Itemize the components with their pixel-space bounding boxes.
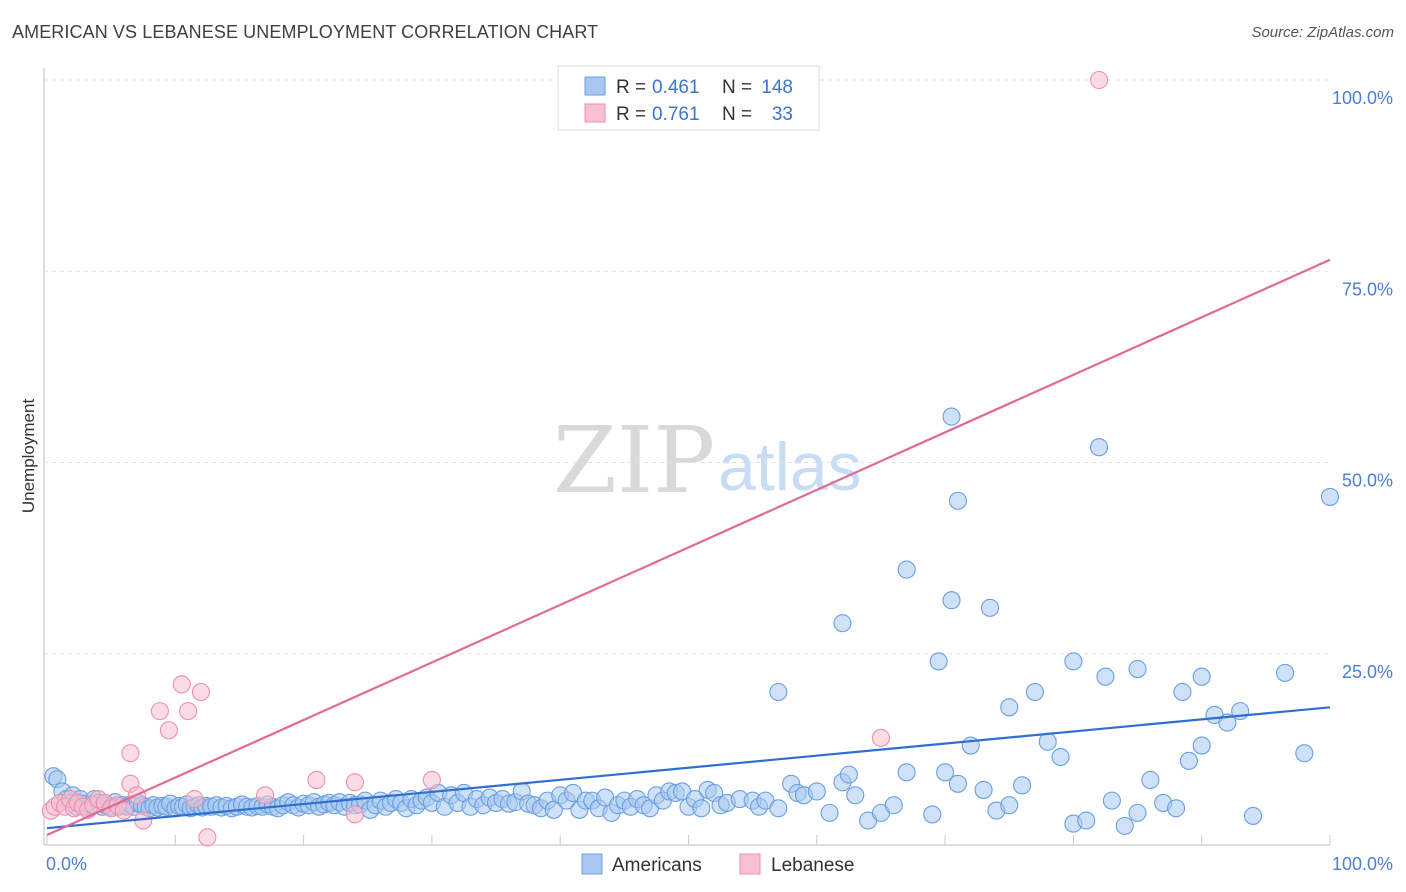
americans-point-139: [820, 803, 839, 822]
americans-point-138: [807, 782, 826, 801]
americans-point-188: [1320, 487, 1340, 506]
chart-title: AMERICAN VS LEBANESE UNEMPLOYMENT CORREL…: [12, 22, 599, 42]
americans-point-187: [1090, 438, 1109, 457]
americans-trend-line: [46, 706, 1331, 830]
y-tick-labels: 25.0% 50.0% 75.0% 100.0%: [1332, 88, 1393, 682]
americans-point-134: [769, 799, 788, 818]
gridlines: [44, 79, 1330, 655]
correlation-legend: R = 0.461 N = 148 R = 0.761 N = 33: [557, 65, 820, 131]
americans-point-164: [1166, 799, 1186, 818]
series-legend: Americans Lebanese: [581, 853, 854, 876]
watermark-atlas: atlas: [718, 429, 862, 505]
lebanese-point-21: [172, 675, 191, 694]
americans-point-149: [948, 774, 967, 793]
americans-point-147: [923, 805, 942, 824]
lebanese-point-28: [345, 773, 364, 792]
x-axis-ticks: [46, 835, 1331, 845]
legend-n-label-lebanese: N =: [722, 104, 752, 125]
americans-point-172: [897, 560, 916, 579]
x-tick-label-max: 100.0%: [1332, 854, 1393, 874]
americans-point-169: [1243, 806, 1263, 825]
americans-point-177: [1128, 659, 1147, 679]
watermark-zip: ZIP: [553, 407, 715, 514]
lebanese-point-23: [191, 682, 211, 702]
lebanese-points: [41, 70, 1109, 847]
bottom-legend-label-lebanese: Lebanese: [771, 855, 854, 876]
legend-swatch-lebanese: [584, 103, 606, 123]
americans-point-184: [1173, 682, 1192, 702]
americans-point-189: [1295, 744, 1314, 763]
americans-point-165: [1179, 751, 1198, 770]
lebanese-point-20: [159, 721, 178, 740]
lebanese-point-29: [345, 805, 364, 824]
lebanese-point-22: [179, 702, 198, 721]
lebanese-trend-line: [46, 258, 1331, 837]
lebanese-point-24: [185, 790, 204, 809]
y-tick-label-75: 75.0%: [1342, 279, 1393, 299]
americans-point-173: [942, 591, 961, 610]
lebanese-point-30: [422, 770, 441, 790]
legend-r-label-americans: R =: [616, 77, 646, 98]
americans-point-166: [1192, 736, 1211, 755]
americans-point-175: [1025, 682, 1044, 702]
lebanese-point-32: [1090, 70, 1109, 90]
americans-point-141: [839, 765, 858, 784]
americans-point-186: [942, 407, 961, 426]
americans-point-174: [1000, 698, 1019, 717]
x-tick-label-min: 0.0%: [46, 854, 87, 874]
lebanese-point-27: [307, 770, 326, 790]
americans-point-153: [1000, 796, 1019, 815]
americans-point-159: [1102, 791, 1121, 810]
bottom-legend-swatch-americans: [581, 853, 603, 875]
legend-swatch-americans: [584, 76, 606, 96]
lebanese-point-19: [150, 702, 169, 721]
source-label: Source: ZipAtlas.com: [1251, 24, 1394, 41]
americans-point-155: [1038, 732, 1057, 751]
americans-point-171: [769, 682, 788, 702]
legend-r-value-lebanese: 0.761: [652, 104, 700, 125]
americans-point-125: [692, 799, 711, 818]
americans-point-178: [1192, 667, 1211, 686]
legend-n-value-americans: 148: [761, 77, 793, 98]
legend-n-value-lebanese: 33: [772, 104, 793, 125]
y-tick-label-50: 50.0%: [1342, 471, 1393, 491]
americans-point-185: [1276, 663, 1295, 682]
americans-point-161: [1128, 803, 1147, 822]
lebanese-point-18: [121, 744, 140, 763]
y-tick-label-25: 25.0%: [1342, 662, 1393, 682]
lebanese-point-26: [256, 786, 275, 805]
lebanese-point-31: [871, 728, 891, 747]
americans-point-176: [1064, 652, 1083, 671]
trend-lines: [46, 258, 1331, 837]
bottom-legend-swatch-lebanese: [739, 853, 761, 875]
americans-point-170: [833, 614, 852, 633]
americans-point-180: [929, 652, 948, 671]
americans-point-151: [974, 780, 993, 799]
legend-n-label-americans: N =: [722, 77, 752, 98]
americans-point-158: [1077, 811, 1096, 830]
y-axis-label: Unemployment: [19, 399, 38, 514]
y-tick-label-100: 100.0%: [1332, 88, 1393, 108]
legend-r-label-lebanese: R =: [616, 104, 646, 125]
americans-point-146: [897, 763, 916, 782]
americans-point-183: [1096, 667, 1115, 686]
legend-r-value-americans: 0.461: [652, 77, 700, 98]
americans-point-181: [980, 598, 1000, 617]
americans-points: [44, 407, 1340, 835]
americans-point-162: [1141, 770, 1160, 790]
americans-point-156: [1051, 747, 1070, 767]
americans-point-182: [948, 491, 967, 510]
americans-point-160: [1115, 816, 1134, 835]
americans-point-145: [884, 796, 903, 815]
americans-point-154: [1013, 776, 1032, 795]
americans-point-142: [846, 786, 865, 805]
bottom-legend-label-americans: Americans: [612, 855, 702, 876]
lebanese-point-14: [114, 801, 134, 820]
americans-point-148: [936, 763, 955, 782]
lebanese-point-25: [198, 828, 217, 847]
